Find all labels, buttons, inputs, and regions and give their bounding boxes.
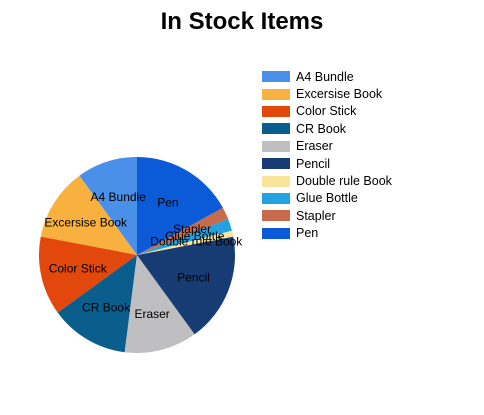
- pie-slice-stapler: [137, 207, 229, 255]
- legend-swatch: [262, 192, 290, 204]
- slice-label-a4-bundle: A4 Bundle: [91, 190, 147, 204]
- pie-slice-cr-book: [57, 255, 137, 353]
- legend-label: Pencil: [296, 156, 331, 171]
- legend-label: Pen: [296, 226, 319, 241]
- chart-title: In Stock Items: [160, 8, 324, 35]
- slice-label-double-rule-book: Double rule Book: [150, 235, 243, 249]
- legend-item-eraser: Eraser: [262, 138, 392, 155]
- legend-swatch: [262, 175, 290, 187]
- legend-item-a4-bundle: A4 Bundle: [262, 68, 392, 85]
- legend-item-pen: Pen: [262, 225, 392, 242]
- legend-label: A4 Bundle: [296, 69, 354, 84]
- legend-swatch: [262, 88, 290, 100]
- slice-label-glue-bottle: Glue Bottle: [165, 229, 225, 243]
- legend-label: Eraser: [296, 139, 333, 154]
- legend-item-glue-bottle: Glue Bottle: [262, 190, 392, 207]
- slice-label-stapler: Stapler: [173, 222, 211, 236]
- legend-item-cr-book: CR Book: [262, 120, 392, 137]
- pie-slice-color-stick: [39, 236, 138, 313]
- legend-swatch: [262, 123, 290, 135]
- legend-item-color-stick: Color Stick: [262, 103, 392, 120]
- legend-item-double-rule-book: Double rule Book: [262, 172, 392, 189]
- legend-label: Double rule Book: [296, 174, 392, 189]
- legend-label: Stapler: [296, 208, 336, 223]
- slice-label-cr-book: CR Book: [82, 300, 131, 314]
- legend-item-stapler: Stapler: [262, 207, 392, 224]
- pie-slice-a4-bundle: [79, 157, 137, 255]
- legend-label: Color Stick: [296, 104, 357, 119]
- pie-slice-pencil: [137, 236, 235, 335]
- slice-label-pencil: Pencil: [177, 270, 210, 284]
- legend-label: Excersise Book: [296, 87, 383, 102]
- slice-label-eraser: Eraser: [134, 307, 169, 321]
- pie-slice-pen: [137, 157, 223, 255]
- legend-swatch: [262, 227, 290, 239]
- legend: A4 Bundle Excersise Book Color Stick CR Boo…: [262, 68, 392, 242]
- legend-swatch: [262, 140, 290, 152]
- slice-label-color-stick: Color Stick: [49, 261, 108, 275]
- legend-label: Glue Bottle: [296, 191, 358, 206]
- slice-label-excersise-book: Excersise Book: [44, 215, 128, 229]
- pie-slice-glue-bottle: [137, 218, 232, 255]
- pie-labels: A4 Bundle Excersise Book Color Stick CR Boo…: [44, 190, 243, 321]
- pie-slice-eraser: [124, 255, 195, 353]
- legend-swatch: [262, 105, 290, 117]
- legend-label: CR Book: [296, 121, 347, 136]
- legend-item-pencil: Pencil: [262, 155, 392, 172]
- legend-swatch: [262, 158, 290, 170]
- legend-swatch: [262, 71, 290, 83]
- pie-slice-double-rule-book: [137, 230, 234, 255]
- pie-slice-excersise-book: [40, 175, 137, 255]
- legend-swatch: [262, 210, 290, 222]
- slice-label-pen: Pen: [157, 196, 178, 210]
- legend-item-excersise-book: Excersise Book: [262, 85, 392, 102]
- pie-slices: [39, 157, 235, 353]
